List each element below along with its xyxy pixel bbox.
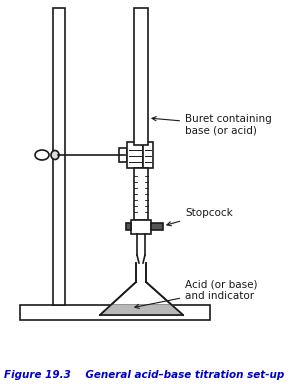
Bar <box>151 223 163 230</box>
Bar <box>127 142 143 168</box>
Bar <box>134 168 148 220</box>
Bar <box>134 8 148 145</box>
Bar <box>20 305 210 320</box>
Polygon shape <box>100 305 183 315</box>
Bar <box>53 8 65 305</box>
Bar <box>131 220 151 234</box>
Ellipse shape <box>35 150 49 160</box>
Text: Acid (or base)
and indicator: Acid (or base) and indicator <box>135 279 257 308</box>
Text: Figure 19.3    General acid–base titration set-up: Figure 19.3 General acid–base titration … <box>4 370 284 380</box>
Text: Stopcock: Stopcock <box>167 208 233 226</box>
Bar <box>143 142 153 168</box>
Ellipse shape <box>51 151 59 159</box>
Text: Buret containing
base (or acid): Buret containing base (or acid) <box>152 114 272 136</box>
Bar <box>126 223 131 230</box>
Bar <box>119 148 127 162</box>
